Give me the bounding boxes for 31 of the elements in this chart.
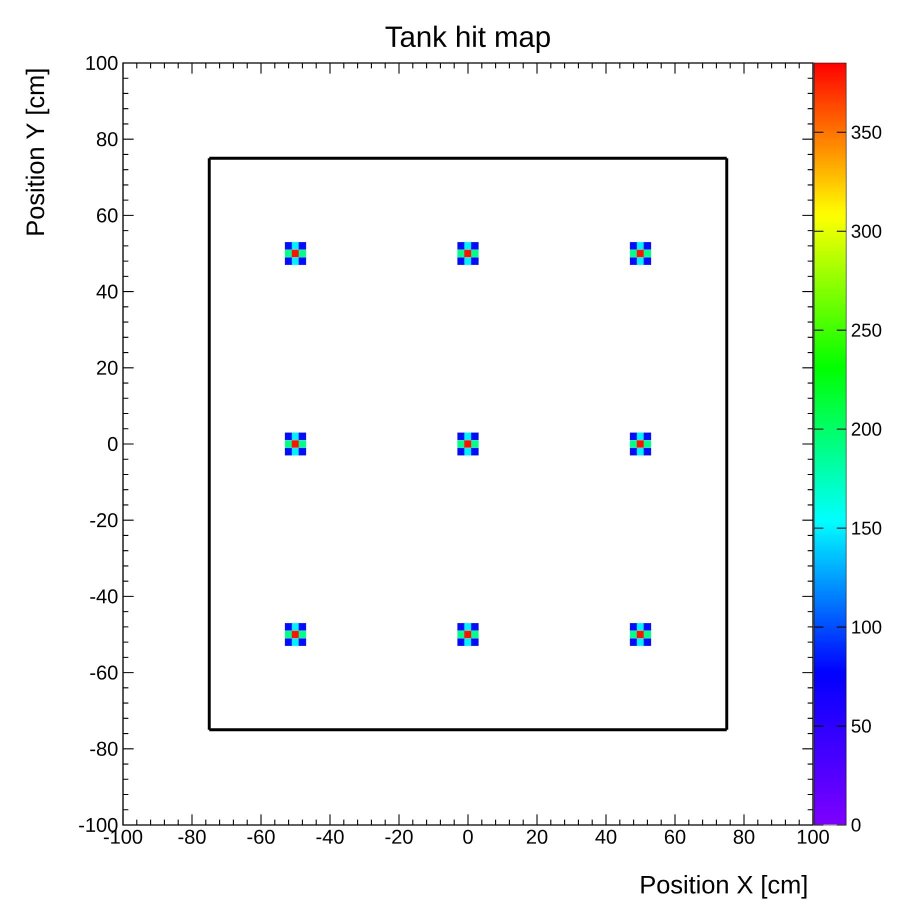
y-tick-label: 60	[97, 208, 118, 222]
x-tick-label: -40	[316, 830, 344, 844]
y-tick-label: 80	[96, 132, 118, 146]
x-axis-title: Position X [cm]	[641, 875, 806, 899]
color-bar-label: 0	[852, 818, 861, 832]
x-tick-label: -60	[247, 830, 275, 844]
y-tick-label: -80	[90, 742, 118, 756]
color-bar-label: 50	[852, 719, 871, 733]
x-tick-label: 20	[526, 830, 548, 844]
y-tick-label: 100	[86, 56, 118, 70]
y-tick-label: -60	[90, 666, 118, 680]
x-tick-label: 60	[664, 830, 686, 844]
color-bar-label: 350	[852, 126, 882, 139]
y-tick-label: 40	[96, 284, 118, 299]
chart-title: Tank hit map	[386, 26, 550, 53]
y-tick-label: -20	[90, 513, 118, 528]
y-tick-label: -40	[90, 589, 118, 604]
x-tick-label: 100	[798, 830, 829, 844]
x-tick-label: -80	[178, 830, 206, 844]
y-tick-label: 20	[97, 360, 118, 375]
y-tick-label: 0	[108, 436, 118, 452]
color-bar-label: 200	[852, 422, 882, 436]
y-axis-title: Position Y [cm]	[26, 70, 50, 235]
color-bar-label: 250	[852, 324, 882, 337]
color-bar-label: 300	[852, 224, 882, 238]
x-tick-label: 80	[734, 830, 754, 844]
x-tick-label: 0	[463, 830, 473, 844]
color-bar-label: 100	[852, 620, 882, 634]
x-tick-label: 40	[595, 830, 616, 844]
color-bar-label: 150	[852, 521, 882, 535]
x-tick-label: -20	[385, 830, 413, 844]
